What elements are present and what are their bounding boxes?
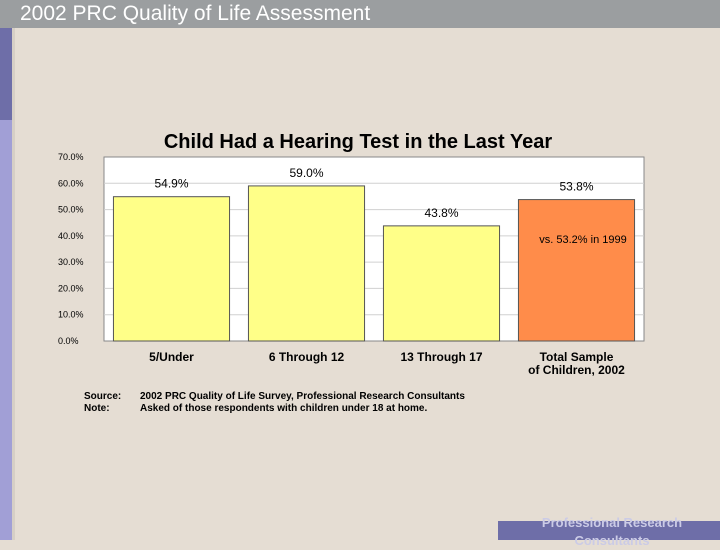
category-label: 5/Under (149, 350, 194, 364)
data-label: 59.0% (289, 166, 323, 180)
footer-brand-text: Professional Research Consultants (541, 515, 683, 548)
bar (517, 199, 636, 342)
bar (382, 225, 501, 342)
note-key: Note: (84, 403, 110, 414)
y-tick-label: 20.0% (58, 283, 84, 293)
source-text: 2002 PRC Quality of Life Survey, Profess… (140, 391, 465, 402)
source-key: Source: (84, 391, 122, 402)
data-label: 43.8% (424, 206, 458, 220)
bar (112, 196, 231, 342)
category-label: of Children, 2002 (528, 363, 625, 377)
y-tick-label: 30.0% (58, 257, 84, 267)
category-label: 6 Through 12 (269, 350, 345, 364)
slide-header-title: 2002 PRC Quality of Life Assessment (20, 2, 371, 25)
y-tick-label: 50.0% (58, 205, 84, 215)
chart-title: Child Had a Hearing Test in the Last Yea… (164, 131, 552, 153)
y-tick-label: 40.0% (58, 231, 84, 241)
y-tick-label: 70.0% (58, 152, 84, 162)
footer-bar (498, 521, 720, 540)
data-label: 53.8% (559, 180, 593, 194)
header-bar: 2002 PRC Quality of Life Assessment (0, 0, 720, 28)
category-label: Total Sample (540, 350, 614, 364)
bar (247, 185, 366, 342)
chart-notes: Source: 2002 PRC Quality of Life Survey,… (84, 391, 465, 415)
y-tick-label: 60.0% (58, 178, 84, 188)
note-text: Asked of those respondents with children… (140, 403, 428, 414)
source-row: Source: 2002 PRC Quality of Life Survey,… (84, 391, 465, 403)
comparison-annotation: vs. 53.2% in 1999 (539, 234, 626, 246)
y-tick-label: 10.0% (58, 310, 84, 320)
left-accent-strip-lower (0, 120, 12, 540)
y-tick-label: 0.0% (58, 336, 79, 346)
note-row: Note: Asked of those respondents with ch… (84, 403, 465, 415)
left-divider (12, 28, 15, 540)
left-accent-strip (0, 28, 12, 120)
data-label: 54.9% (154, 177, 188, 191)
category-label: 13 Through 17 (400, 350, 482, 364)
